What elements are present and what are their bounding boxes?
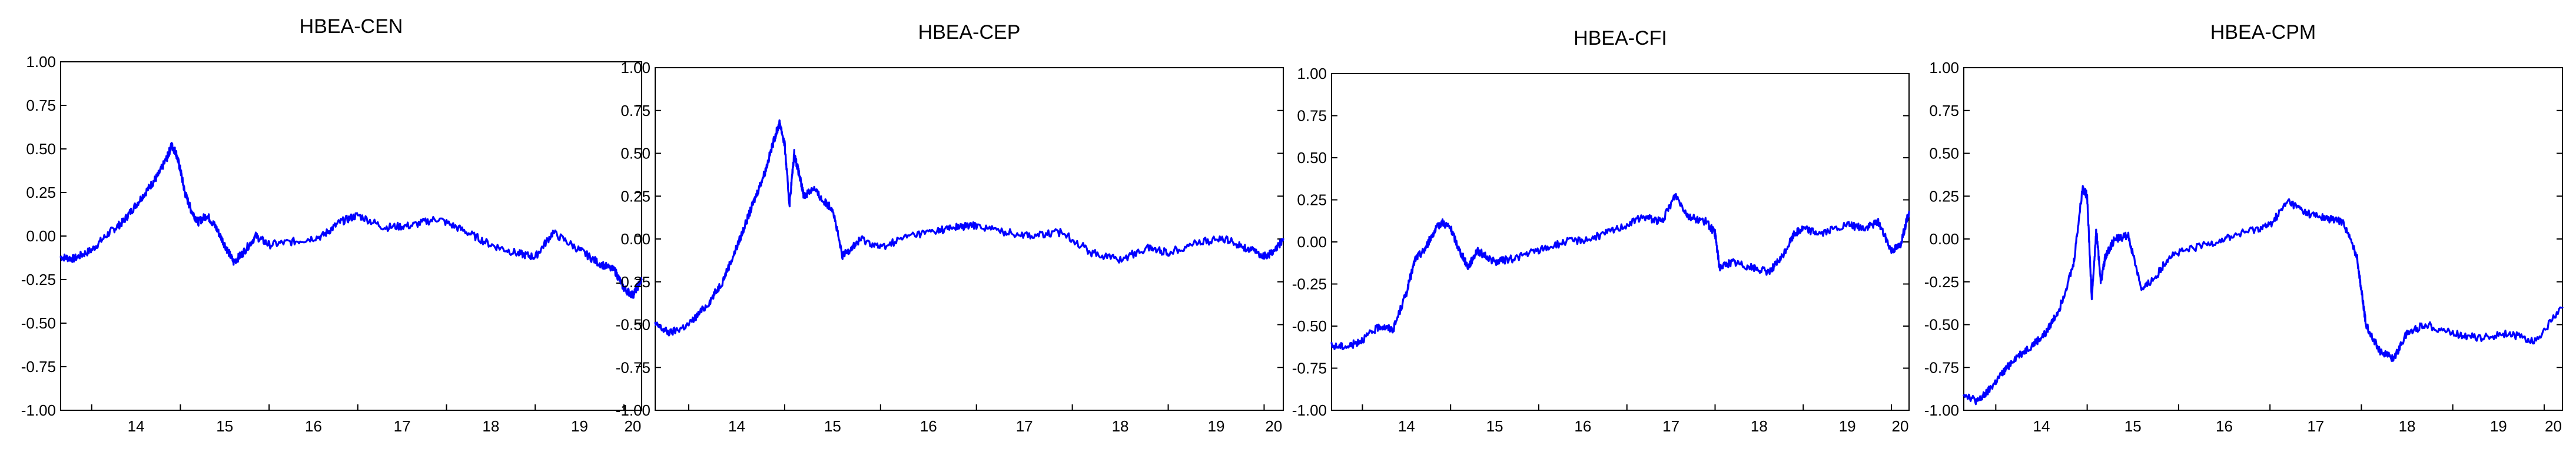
panel-title: HBEA-CEP <box>918 21 1021 44</box>
x-tick-label: 14 <box>728 417 745 435</box>
y-tick-label: -1.00 <box>616 401 650 419</box>
x-tick-label: 16 <box>920 417 937 435</box>
x-tick-label: 19 <box>1208 417 1225 435</box>
y-tick-label: -1.00 <box>1292 401 1327 419</box>
x-tick-label: 17 <box>1662 417 1679 435</box>
y-tick-label: 0.25 <box>26 184 56 201</box>
y-tick-label: 1.00 <box>1297 65 1327 82</box>
plot-frame <box>1963 67 2563 411</box>
x-tick-label: 15 <box>1486 417 1503 435</box>
panel-title: HBEA-CFI <box>1574 27 1667 49</box>
y-tick-label: -0.50 <box>1292 317 1327 335</box>
x-tick-label: 20 <box>1892 417 1909 435</box>
y-tick-label: -0.25 <box>1292 275 1327 293</box>
y-tick-label: 0.75 <box>26 97 56 114</box>
x-tick-label: 18 <box>482 417 499 435</box>
x-tick-label: 18 <box>1112 417 1129 435</box>
y-tick-label: 0.25 <box>1929 187 1959 205</box>
x-tick-label: 14 <box>1398 417 1415 435</box>
x-tick-label: 17 <box>1016 417 1033 435</box>
x-tick-label: 15 <box>2124 417 2142 435</box>
y-tick-label: 1.00 <box>1929 59 1959 77</box>
y-tick-label: 0.00 <box>26 227 56 245</box>
y-tick-label: 0.75 <box>1929 102 1959 119</box>
series-line <box>654 119 1284 337</box>
y-tick-label: 0.50 <box>26 140 56 158</box>
y-tick-label: -0.25 <box>616 273 650 291</box>
x-tick-label: 18 <box>2399 417 2416 435</box>
y-tick-label: -0.75 <box>21 358 56 376</box>
chart-panel-1: HBEA-CEN 1.00 0.75 0.50 0.25 0.00 -0.25 -0.50 -0… <box>21 15 643 435</box>
y-tick-label: -0.50 <box>21 314 56 332</box>
y-tick-label: -0.50 <box>616 316 650 334</box>
y-tick-label: 1.00 <box>620 59 650 77</box>
series-line <box>1963 185 2564 406</box>
x-tick-label: 20 <box>2545 417 2562 435</box>
series-line <box>59 142 643 299</box>
y-tick-label: 0.50 <box>620 145 650 162</box>
x-tick-label: 15 <box>216 417 233 435</box>
x-tick-label: 16 <box>2216 417 2233 435</box>
x-tick-label: 17 <box>2307 417 2324 435</box>
x-tick-label: 16 <box>1574 417 1591 435</box>
x-tick-label: 14 <box>2033 417 2050 435</box>
y-tick-label: 0.75 <box>1297 107 1327 125</box>
x-tick-label: 16 <box>305 417 322 435</box>
panel-title: HBEA-CPM <box>2210 21 2316 44</box>
y-tick-label: -0.25 <box>21 271 56 288</box>
x-tick-label: 18 <box>1751 417 1768 435</box>
plot-frame <box>655 67 1284 411</box>
chart-panel-3: HBEA-CFI 1.00 0.75 0.50 0.25 0.00 -0.25 -0.50 -0… <box>1292 27 1910 435</box>
x-tick-label: 20 <box>624 417 641 435</box>
y-tick-label: 1.00 <box>26 53 56 71</box>
y-tick-label: 0.25 <box>620 187 650 205</box>
panel-title: HBEA-CEN <box>300 15 403 38</box>
y-tick-label: 0.00 <box>1297 233 1327 251</box>
y-tick-label: 0.00 <box>1929 230 1959 248</box>
series-line <box>1330 192 1910 350</box>
y-tick-label: -0.25 <box>1924 273 1959 291</box>
y-tick-label: 0.75 <box>620 102 650 119</box>
chart-panel-4: HBEA-CPM 1.00 0.75 0.50 0.25 0.00 -0.25 -0.50 -0… <box>1924 21 2564 435</box>
y-tick-label: -0.75 <box>1924 358 1959 376</box>
x-tick-label: 14 <box>128 417 145 435</box>
x-tick-label: 17 <box>394 417 411 435</box>
y-tick-label: -0.75 <box>616 358 650 376</box>
x-tick-label: 19 <box>2490 417 2507 435</box>
x-tick-label: 19 <box>1839 417 1856 435</box>
y-tick-label: 0.00 <box>620 230 650 248</box>
x-tick-label: 15 <box>824 417 841 435</box>
chart-panel-2: HBEA-CEP 1.00 0.75 0.50 0.25 0.00 -0.25 -0.50 -0… <box>616 21 1284 435</box>
x-tick-label: 20 <box>1265 417 1282 435</box>
plot-frame <box>60 61 642 411</box>
y-tick-label: -1.00 <box>21 401 56 419</box>
x-tick-label: 19 <box>571 417 588 435</box>
y-tick-label: -0.50 <box>1924 316 1959 334</box>
y-tick-label: 0.50 <box>1297 149 1327 167</box>
plot-frame <box>1331 73 1910 411</box>
y-tick-label: 0.25 <box>1297 191 1327 209</box>
y-tick-label: 0.50 <box>1929 145 1959 162</box>
y-tick-label: -1.00 <box>1924 401 1959 419</box>
y-tick-label: -0.75 <box>1292 360 1327 377</box>
